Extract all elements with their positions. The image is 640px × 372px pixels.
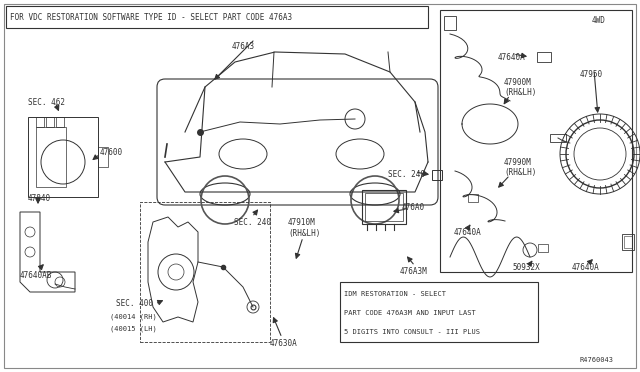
Text: (RH&LH): (RH&LH) <box>504 167 536 176</box>
Text: SEC. 240: SEC. 240 <box>234 218 271 227</box>
Text: 50932X: 50932X <box>512 263 540 272</box>
Text: 47840: 47840 <box>28 193 51 202</box>
Text: 476A0: 476A0 <box>402 202 425 212</box>
Text: PART CODE 476A3M AND INPUT LAST: PART CODE 476A3M AND INPUT LAST <box>344 310 476 316</box>
Bar <box>624 236 632 248</box>
Text: 47640A: 47640A <box>454 228 482 237</box>
Bar <box>432 170 442 180</box>
Text: SEC. 400: SEC. 400 <box>116 299 153 308</box>
Text: 5 DIGITS INTO CONSULT - III PLUS: 5 DIGITS INTO CONSULT - III PLUS <box>344 329 480 335</box>
Bar <box>56 117 64 127</box>
Text: 47630A: 47630A <box>270 340 298 349</box>
Text: IDM RESTORATION - SELECT: IDM RESTORATION - SELECT <box>344 291 446 297</box>
Text: (RH&LH): (RH&LH) <box>288 228 321 237</box>
Text: SEC. 462: SEC. 462 <box>28 97 65 106</box>
Bar <box>36 127 66 187</box>
Bar <box>537 52 551 62</box>
Text: 47910M: 47910M <box>288 218 316 227</box>
Bar <box>36 117 44 127</box>
Bar <box>550 134 566 142</box>
Text: 4WD: 4WD <box>592 16 606 25</box>
Bar <box>622 234 634 250</box>
Bar <box>538 244 548 252</box>
Text: 47640A: 47640A <box>572 263 600 272</box>
Text: 47640AB: 47640AB <box>20 272 52 280</box>
Bar <box>28 117 98 197</box>
Text: 476A3: 476A3 <box>232 42 255 51</box>
Text: 47600: 47600 <box>100 148 123 157</box>
Bar <box>362 190 406 224</box>
Bar <box>6 6 428 28</box>
Bar <box>365 193 403 221</box>
Text: SEC. 240: SEC. 240 <box>388 170 425 179</box>
Text: 47950: 47950 <box>580 70 603 78</box>
Bar <box>444 16 456 30</box>
Bar <box>98 147 108 167</box>
Text: (40014 (RH): (40014 (RH) <box>110 314 157 320</box>
Bar <box>340 282 538 342</box>
Text: 476A3M: 476A3M <box>400 267 428 276</box>
Text: 47900M: 47900M <box>504 77 532 87</box>
Text: (RH&LH): (RH&LH) <box>504 87 536 96</box>
Text: FOR VDC RESTORATION SOFTWARE TYPE ID - SELECT PART CODE 476A3: FOR VDC RESTORATION SOFTWARE TYPE ID - S… <box>10 13 292 22</box>
Bar <box>46 117 54 127</box>
Text: R4760043: R4760043 <box>580 357 614 363</box>
Text: 47990M: 47990M <box>504 157 532 167</box>
Bar <box>140 202 270 342</box>
Text: 47640A: 47640A <box>498 52 525 61</box>
Bar <box>440 10 632 272</box>
Bar <box>468 194 478 202</box>
Text: (40015 (LH): (40015 (LH) <box>110 326 157 332</box>
